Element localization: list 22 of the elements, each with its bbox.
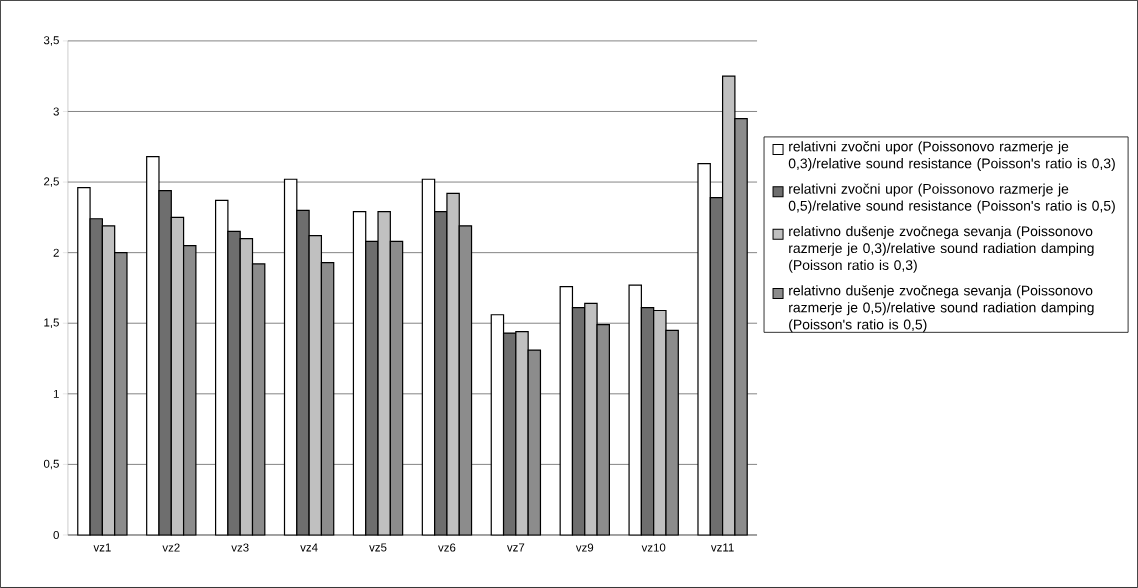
x-tick-label: vz7 bbox=[506, 543, 525, 552]
x-tick-label: vz11 bbox=[710, 543, 734, 552]
y-tick-label: 0 bbox=[53, 530, 59, 540]
legend-label: relativno dušenje zvočnega sevanja (Poissonovo razmerje je 0,3)/relative sound radiation damping (Poisson ratio is 0,3) bbox=[789, 225, 1094, 273]
x-tick-label: vz10 bbox=[641, 543, 666, 552]
legend-label: relativno dušenje zvočnega sevanja (Poissonovo razmerje je 0,5)/relative sound radiation damping (Poisson's ratio is 0,5) bbox=[789, 285, 1094, 333]
y-tick-label: 0,5 bbox=[43, 459, 59, 470]
y-tick-label: 3,5 bbox=[43, 36, 59, 46]
x-tick-label: vz2 bbox=[162, 543, 180, 552]
legend-label: relativni zvočni upor (Poissonovo razmerje je 0,3)/relative sound resistance (Poisson's ratio is 0,3) bbox=[788, 141, 1115, 172]
x-tick-label: vz4 bbox=[300, 543, 318, 552]
x-tick-label: vz5 bbox=[369, 543, 387, 552]
x-tick-label: vz9 bbox=[575, 543, 594, 552]
x-tick-label: vz1 bbox=[93, 543, 111, 552]
y-tick-label: 1 bbox=[53, 389, 59, 398]
y-tick-label: 2 bbox=[53, 248, 59, 257]
x-tick-label: vz6 bbox=[438, 543, 456, 552]
x-tick-label: vz3 bbox=[231, 543, 249, 552]
y-tick-label: 2,5 bbox=[44, 177, 59, 187]
y-tick-label: 3 bbox=[53, 107, 59, 116]
legend-label: relativni zvočni upor (Poissonovo razmerje je 0,5)/relative sound resistance (Poisson's ratio is 0,5) bbox=[788, 183, 1115, 214]
y-tick-label: 1,5 bbox=[44, 318, 59, 328]
